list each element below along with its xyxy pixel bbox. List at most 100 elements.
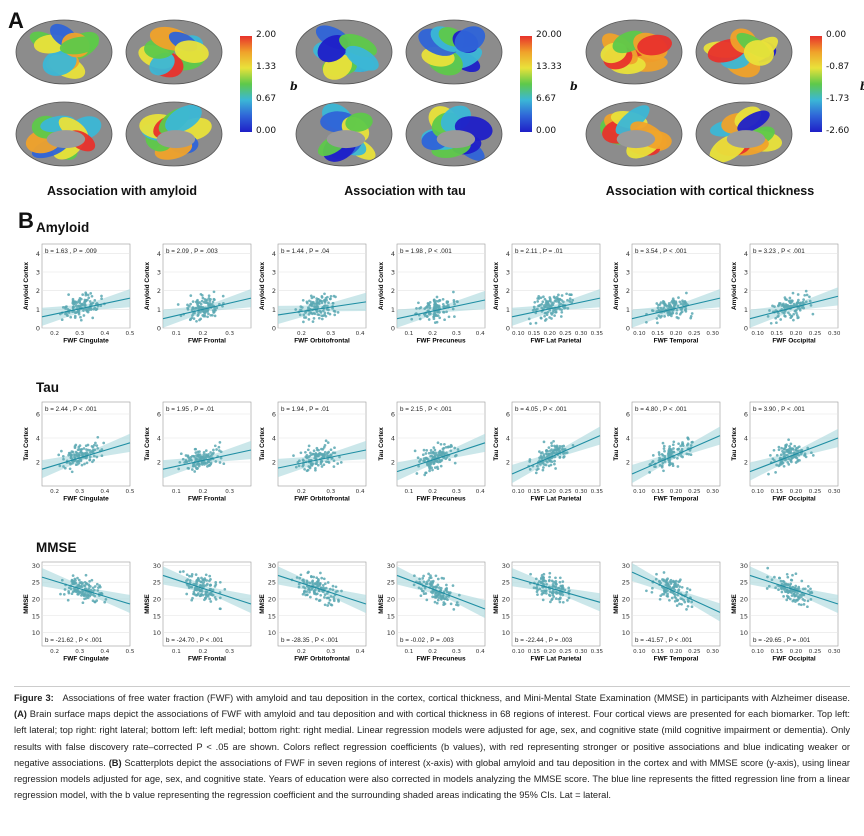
y-axis-label: Amyloid Cortex (731, 262, 738, 310)
y-tick-label: 10 (740, 629, 748, 637)
data-point (433, 321, 437, 324)
data-point (543, 314, 546, 318)
data-point (323, 304, 326, 308)
scatterplot: 10 15 20 25 30 0.2 0.3 0.4 0.5 FWF Cingulate MMSE b… (22, 558, 134, 662)
x-tick-label: 0.4 (476, 649, 485, 655)
data-point (200, 584, 204, 588)
data-point (679, 597, 683, 600)
data-point (315, 597, 318, 601)
data-point (93, 585, 97, 588)
data-point (428, 306, 432, 310)
data-point (777, 445, 781, 449)
data-point (797, 585, 801, 589)
data-point (303, 467, 306, 471)
y-tick-label: 2 (391, 459, 395, 467)
y-tick-label: 10 (622, 629, 630, 637)
data-point (780, 446, 783, 450)
data-point (532, 305, 536, 309)
data-point (798, 308, 802, 312)
data-point (89, 292, 93, 295)
data-point (549, 463, 553, 467)
data-point (82, 314, 86, 317)
data-point (537, 580, 541, 583)
data-point (810, 451, 813, 455)
colorbar-tick: -1.73 (826, 94, 850, 104)
data-point (331, 302, 335, 305)
data-point (791, 291, 795, 295)
data-point (332, 459, 336, 463)
colorbar-tick: -2.60 (826, 126, 850, 136)
data-point (554, 445, 557, 449)
data-point (676, 598, 680, 602)
data-point (316, 582, 320, 585)
data-point (197, 587, 201, 591)
data-point (197, 579, 201, 583)
data-point (221, 294, 225, 298)
data-point (91, 449, 95, 452)
data-point (536, 588, 539, 592)
data-point (651, 586, 654, 590)
data-point (431, 451, 435, 454)
scatterplot-svg: 2 4 6 0.10 0.15 0.20 0.25 0.30 FWF Temporal Tau C… (613, 401, 721, 502)
data-point (782, 455, 786, 459)
data-point (194, 307, 198, 310)
data-point (190, 468, 194, 471)
data-point (191, 300, 195, 303)
data-point (431, 595, 434, 599)
data-point (779, 579, 783, 583)
data-point (558, 600, 562, 604)
data-point (686, 600, 690, 603)
data-point (190, 573, 194, 576)
data-point (675, 585, 679, 589)
data-point (561, 600, 565, 604)
data-point (324, 439, 328, 443)
data-point (429, 449, 433, 452)
data-point (410, 317, 414, 321)
data-point (789, 458, 793, 462)
data-point (535, 468, 539, 472)
data-point (675, 312, 678, 315)
data-point (452, 290, 455, 294)
data-point (75, 451, 79, 455)
data-point (297, 582, 301, 586)
data-point (323, 593, 327, 597)
data-point (326, 604, 330, 607)
scatterplot: 2 4 6 0.2 0.3 0.4 FWF Orbitofrontal Tau Cortex b… (258, 398, 370, 502)
data-point (537, 295, 541, 298)
data-point (654, 465, 657, 469)
data-point (94, 441, 97, 445)
data-point (311, 462, 315, 466)
data-point (561, 586, 565, 590)
data-point (688, 588, 692, 592)
data-point (304, 593, 307, 597)
stat-label: b = 3.23 , P < .001 (753, 248, 805, 255)
row-title-mmse: MMSE (36, 540, 77, 555)
data-point (435, 595, 439, 599)
scatterplot: 2 4 6 0.10 0.15 0.20 0.25 0.30 FWF Temporal Tau C… (612, 398, 724, 502)
y-tick-label: 4 (36, 435, 40, 443)
data-point (542, 591, 546, 595)
data-point (550, 301, 553, 304)
data-point (315, 310, 319, 314)
data-point (568, 293, 571, 296)
data-point (649, 462, 652, 466)
y-axis-label: MMSE (23, 594, 30, 614)
y-tick-label: 3 (36, 269, 40, 277)
x-tick-label: 0.3 (452, 331, 461, 337)
data-point (552, 439, 555, 443)
data-point (200, 463, 204, 466)
data-point (775, 321, 778, 325)
data-point (194, 586, 198, 590)
data-point (661, 461, 665, 465)
x-axis-label: FWF Orbitofrontal (294, 656, 350, 663)
data-point (678, 585, 682, 588)
data-point (308, 581, 312, 585)
data-point (424, 456, 428, 460)
y-tick-label: 1 (36, 306, 40, 314)
data-point (67, 591, 71, 595)
x-tick-label: 0.20 (790, 489, 803, 495)
data-point (69, 587, 73, 591)
scatterplot-svg: 2 4 6 0.1 0.2 0.3 0.4 FWF Precuneus Tau Cortex b … (378, 401, 486, 502)
data-point (550, 444, 554, 448)
data-point (189, 302, 192, 306)
